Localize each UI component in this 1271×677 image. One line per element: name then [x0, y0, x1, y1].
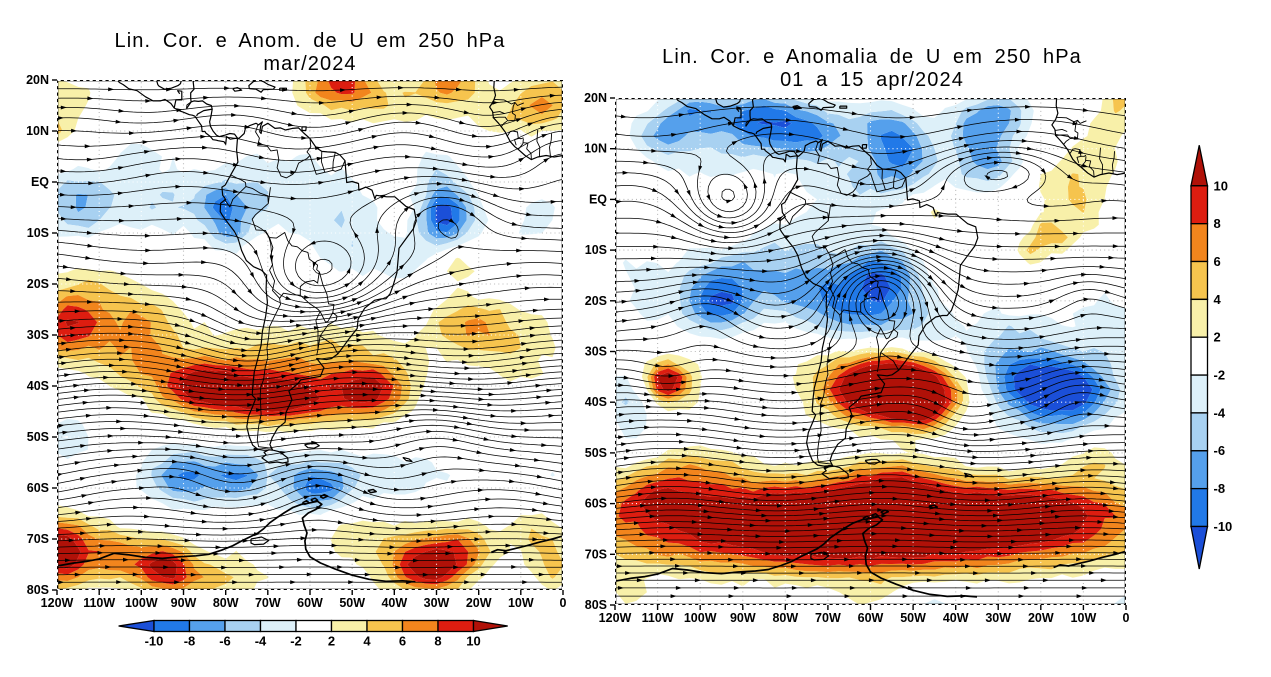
svg-text:30S: 30S — [27, 328, 49, 342]
svg-text:10: 10 — [1214, 178, 1228, 193]
svg-text:120W: 120W — [599, 611, 632, 625]
svg-text:-6: -6 — [219, 634, 231, 649]
svg-text:6: 6 — [1214, 254, 1221, 269]
svg-text:110W: 110W — [83, 596, 115, 610]
svg-text:100W: 100W — [684, 611, 717, 625]
svg-text:0: 0 — [560, 596, 567, 610]
svg-text:-6: -6 — [1214, 443, 1226, 458]
svg-text:40W: 40W — [381, 596, 407, 610]
svg-text:60W: 60W — [858, 611, 884, 625]
svg-text:Lin. Cor. e Anom. de U em 250: Lin. Cor. e Anom. de U em 250 hPa — [115, 30, 506, 52]
svg-text:30W: 30W — [424, 596, 450, 610]
svg-text:70W: 70W — [815, 611, 841, 625]
svg-text:-4: -4 — [1214, 405, 1226, 420]
svg-text:40S: 40S — [585, 395, 607, 409]
svg-text:10: 10 — [466, 634, 480, 649]
svg-text:40W: 40W — [943, 611, 969, 625]
svg-text:10N: 10N — [26, 124, 49, 138]
svg-text:mar/2024: mar/2024 — [263, 53, 356, 75]
svg-text:-4: -4 — [255, 634, 267, 649]
svg-text:10S: 10S — [585, 243, 607, 257]
svg-text:80W: 80W — [772, 611, 798, 625]
svg-text:8: 8 — [434, 634, 441, 649]
svg-text:-10: -10 — [145, 634, 164, 649]
svg-text:8: 8 — [1214, 216, 1221, 231]
svg-text:20W: 20W — [466, 596, 492, 610]
svg-text:10W: 10W — [1071, 611, 1097, 625]
svg-text:80S: 80S — [27, 583, 49, 597]
svg-text:0: 0 — [1123, 611, 1130, 625]
svg-text:-2: -2 — [1214, 368, 1226, 383]
svg-text:20N: 20N — [26, 73, 49, 87]
svg-text:-8: -8 — [184, 634, 196, 649]
svg-text:60W: 60W — [297, 596, 323, 610]
svg-text:6: 6 — [399, 634, 406, 649]
svg-text:100W: 100W — [125, 596, 158, 610]
svg-text:20S: 20S — [585, 294, 607, 308]
svg-text:50W: 50W — [339, 596, 365, 610]
svg-text:01 a 15 apr/2024: 01 a 15 apr/2024 — [780, 69, 964, 91]
svg-text:20N: 20N — [584, 91, 607, 105]
svg-text:70S: 70S — [585, 547, 607, 561]
svg-text:20S: 20S — [27, 277, 49, 291]
svg-text:30W: 30W — [985, 611, 1011, 625]
svg-text:80S: 80S — [585, 598, 607, 612]
svg-text:90W: 90W — [730, 611, 756, 625]
svg-text:4: 4 — [1214, 292, 1222, 307]
svg-text:40S: 40S — [27, 379, 49, 393]
svg-text:80W: 80W — [213, 596, 239, 610]
svg-text:50S: 50S — [585, 446, 607, 460]
svg-text:110W: 110W — [642, 611, 674, 625]
svg-text:-2: -2 — [290, 634, 302, 649]
svg-text:-8: -8 — [1214, 481, 1226, 496]
svg-text:10N: 10N — [584, 142, 607, 156]
svg-text:4: 4 — [363, 634, 371, 649]
svg-text:90W: 90W — [171, 596, 197, 610]
svg-text:70W: 70W — [255, 596, 281, 610]
svg-text:60S: 60S — [27, 481, 49, 495]
svg-text:EQ: EQ — [589, 192, 607, 206]
svg-text:60S: 60S — [585, 497, 607, 511]
svg-text:70S: 70S — [27, 532, 49, 546]
svg-text:-10: -10 — [1214, 519, 1233, 534]
svg-text:50W: 50W — [900, 611, 926, 625]
svg-text:EQ: EQ — [31, 175, 49, 189]
svg-text:2: 2 — [1214, 330, 1221, 345]
svg-text:10S: 10S — [27, 226, 49, 240]
svg-text:30S: 30S — [585, 345, 607, 359]
svg-text:2: 2 — [328, 634, 335, 649]
svg-text:120W: 120W — [41, 596, 74, 610]
svg-text:10W: 10W — [508, 596, 534, 610]
svg-text:50S: 50S — [27, 430, 49, 444]
svg-text:20W: 20W — [1028, 611, 1054, 625]
svg-text:Lin. Cor. e Anomalia de U em 2: Lin. Cor. e Anomalia de U em 250 hPa — [662, 46, 1082, 68]
